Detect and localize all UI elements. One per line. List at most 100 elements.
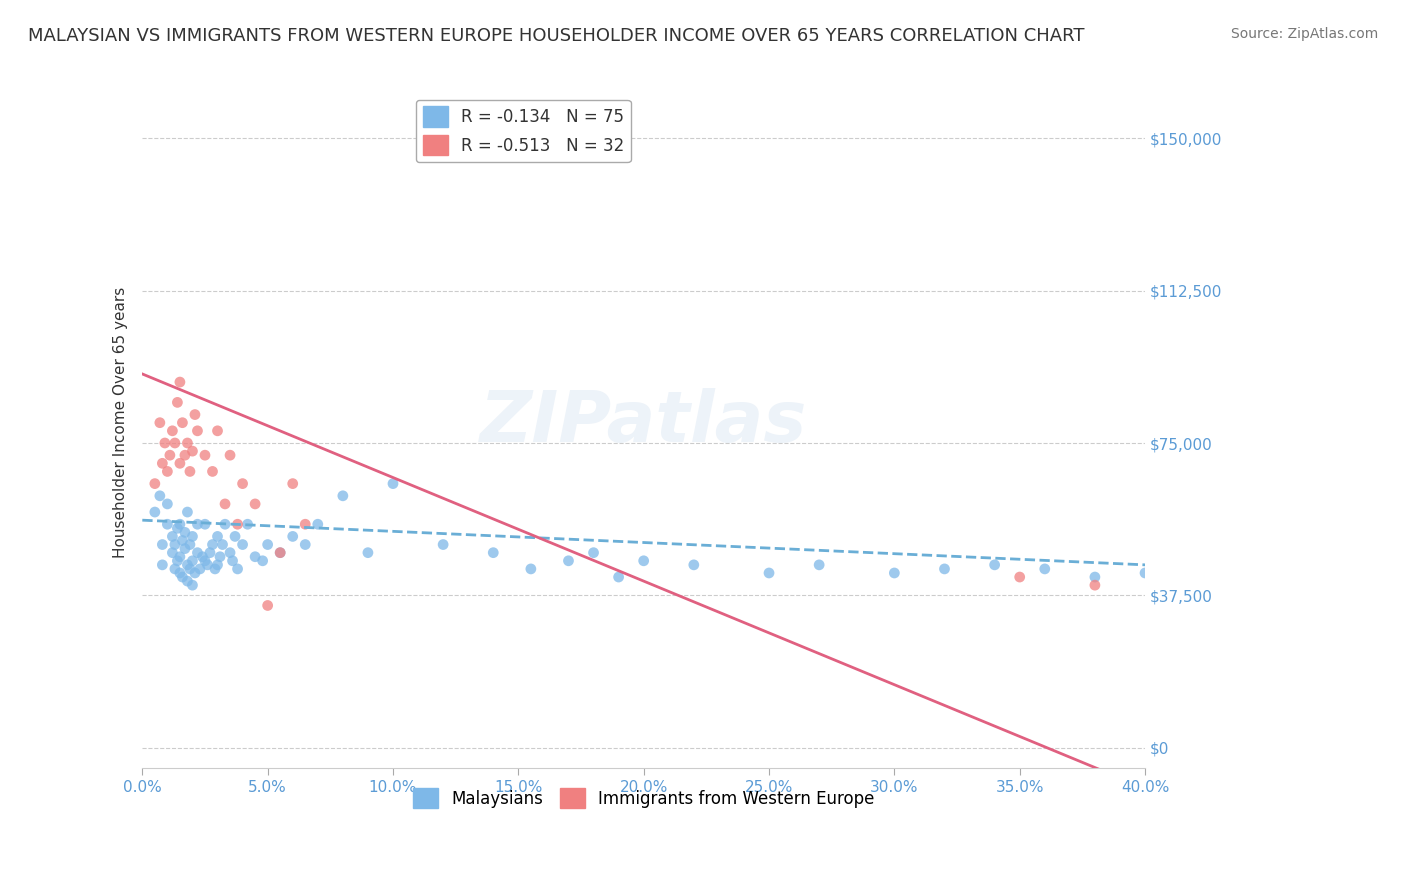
Point bbox=[172, 416, 194, 430]
Point bbox=[232, 476, 254, 491]
Point bbox=[163, 537, 186, 551]
Point bbox=[332, 489, 354, 503]
Point bbox=[432, 537, 454, 551]
Point bbox=[758, 566, 780, 580]
Point bbox=[186, 517, 208, 532]
Point bbox=[520, 562, 543, 576]
Point bbox=[256, 599, 278, 613]
Point bbox=[1008, 570, 1031, 584]
Point bbox=[607, 570, 630, 584]
Point bbox=[176, 574, 198, 588]
Point bbox=[181, 578, 204, 592]
Point bbox=[166, 395, 188, 409]
Point bbox=[169, 566, 191, 580]
Point bbox=[269, 546, 291, 560]
Point bbox=[198, 546, 221, 560]
Point bbox=[557, 554, 579, 568]
Point bbox=[582, 546, 605, 560]
Text: MALAYSIAN VS IMMIGRANTS FROM WESTERN EUROPE HOUSEHOLDER INCOME OVER 65 YEARS COR: MALAYSIAN VS IMMIGRANTS FROM WESTERN EUR… bbox=[28, 27, 1084, 45]
Point bbox=[169, 375, 191, 389]
Point bbox=[150, 558, 173, 572]
Point bbox=[934, 562, 956, 576]
Point bbox=[219, 546, 242, 560]
Point bbox=[153, 436, 176, 450]
Point bbox=[156, 517, 179, 532]
Point bbox=[633, 554, 655, 568]
Point bbox=[243, 497, 266, 511]
Point bbox=[214, 517, 236, 532]
Point bbox=[1084, 578, 1107, 592]
Point bbox=[156, 497, 179, 511]
Point bbox=[188, 562, 211, 576]
Point bbox=[143, 476, 166, 491]
Point bbox=[194, 517, 217, 532]
Point bbox=[150, 456, 173, 470]
Point bbox=[191, 549, 214, 564]
Point bbox=[224, 529, 246, 543]
Point bbox=[482, 546, 505, 560]
Point bbox=[294, 537, 316, 551]
Point bbox=[159, 448, 181, 462]
Point bbox=[269, 546, 291, 560]
Point bbox=[181, 554, 204, 568]
Point bbox=[214, 497, 236, 511]
Point bbox=[808, 558, 831, 572]
Point bbox=[208, 549, 231, 564]
Point bbox=[150, 537, 173, 551]
Point bbox=[174, 448, 197, 462]
Point bbox=[221, 554, 243, 568]
Point bbox=[166, 554, 188, 568]
Point bbox=[204, 562, 226, 576]
Point bbox=[207, 424, 229, 438]
Point bbox=[243, 549, 266, 564]
Point bbox=[181, 444, 204, 458]
Point bbox=[207, 529, 229, 543]
Point bbox=[357, 546, 380, 560]
Point bbox=[162, 529, 184, 543]
Point bbox=[1084, 570, 1107, 584]
Point bbox=[176, 558, 198, 572]
Point bbox=[169, 517, 191, 532]
Point bbox=[1033, 562, 1056, 576]
Point bbox=[162, 546, 184, 560]
Point bbox=[983, 558, 1005, 572]
Point bbox=[184, 566, 207, 580]
Legend: Malaysians, Immigrants from Western Europe: Malaysians, Immigrants from Western Euro… bbox=[406, 781, 882, 815]
Point bbox=[211, 537, 233, 551]
Point bbox=[194, 554, 217, 568]
Point bbox=[174, 541, 197, 556]
Point bbox=[162, 424, 184, 438]
Text: ZIPatlas: ZIPatlas bbox=[479, 388, 807, 458]
Point bbox=[186, 546, 208, 560]
Point bbox=[207, 558, 229, 572]
Point bbox=[281, 529, 304, 543]
Point bbox=[232, 537, 254, 551]
Point bbox=[163, 436, 186, 450]
Point bbox=[252, 554, 274, 568]
Point bbox=[194, 448, 217, 462]
Point bbox=[256, 537, 278, 551]
Point bbox=[149, 489, 172, 503]
Point bbox=[186, 424, 208, 438]
Point bbox=[184, 408, 207, 422]
Point bbox=[179, 465, 201, 479]
Point bbox=[197, 558, 219, 572]
Point bbox=[281, 476, 304, 491]
Point bbox=[181, 529, 204, 543]
Point bbox=[174, 525, 197, 540]
Point bbox=[179, 562, 201, 576]
Point bbox=[682, 558, 704, 572]
Point bbox=[176, 505, 198, 519]
Point bbox=[172, 533, 194, 548]
Y-axis label: Householder Income Over 65 years: Householder Income Over 65 years bbox=[114, 287, 128, 558]
Point bbox=[307, 517, 329, 532]
Text: Source: ZipAtlas.com: Source: ZipAtlas.com bbox=[1230, 27, 1378, 41]
Point bbox=[1133, 566, 1156, 580]
Point bbox=[201, 537, 224, 551]
Point bbox=[169, 549, 191, 564]
Point bbox=[149, 416, 172, 430]
Point bbox=[219, 448, 242, 462]
Point bbox=[143, 505, 166, 519]
Point bbox=[163, 562, 186, 576]
Point bbox=[294, 517, 316, 532]
